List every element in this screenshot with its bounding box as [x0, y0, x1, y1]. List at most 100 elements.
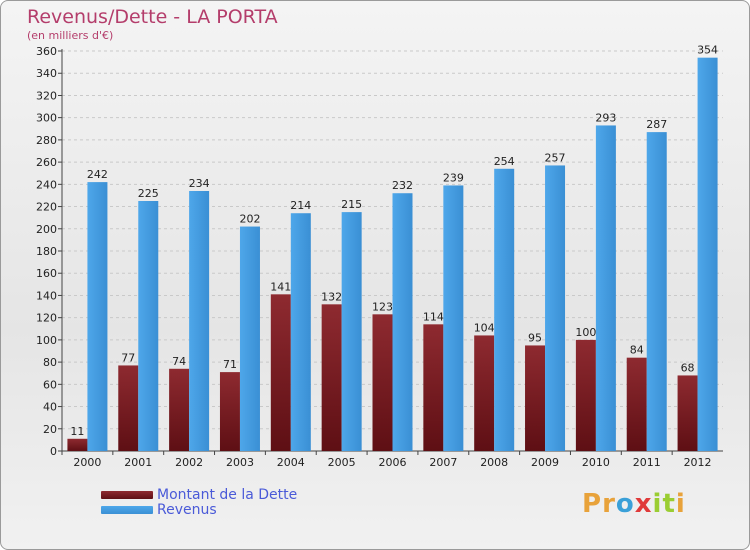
y-tick-label: 200 — [36, 223, 57, 236]
data-label-revenus: 239 — [443, 171, 464, 184]
legend-swatch-revenus — [101, 505, 153, 514]
x-tick-label: 2007 — [429, 456, 457, 469]
data-label-dette: 114 — [423, 310, 444, 323]
x-tick-label: 2011 — [633, 456, 661, 469]
logo-letter: x — [634, 489, 653, 519]
bar-revenus — [341, 212, 362, 451]
bar-dette — [169, 368, 190, 451]
data-label-dette: 11 — [70, 425, 84, 438]
x-tick-label: 2012 — [684, 456, 712, 469]
logo-letter: r — [602, 489, 616, 519]
data-label-revenus: 215 — [341, 198, 362, 211]
bar-revenus — [239, 226, 260, 451]
x-tick-label: 2008 — [480, 456, 508, 469]
proxiti-logo: Proxiti — [582, 489, 686, 519]
y-tick-label: 140 — [36, 289, 57, 302]
logo-letter: i — [675, 489, 686, 519]
bar-revenus — [545, 165, 566, 451]
data-label-dette: 132 — [321, 290, 342, 303]
data-label-revenus: 214 — [290, 199, 311, 212]
logo-letter: t — [662, 489, 676, 519]
x-tick-label: 2004 — [277, 456, 305, 469]
y-tick-label: 320 — [36, 89, 57, 102]
bar-revenus — [87, 182, 108, 451]
x-tick-label: 2003 — [226, 456, 254, 469]
bars — [67, 57, 718, 452]
labels: 0 20 40 60 80 100 120 140 160 180 200 220 240 260 280 3… — [36, 44, 718, 469]
bar-dette — [372, 314, 393, 451]
y-tick-label: 260 — [36, 156, 57, 169]
data-label-dette: 123 — [372, 300, 393, 313]
bar-dette — [423, 324, 444, 451]
x-tick-label: 2010 — [582, 456, 610, 469]
bar-dette — [67, 438, 88, 451]
y-tick-label: 220 — [36, 201, 57, 214]
data-label-dette: 141 — [270, 280, 291, 293]
data-label-revenus: 202 — [239, 213, 260, 226]
bar-dette — [677, 375, 698, 451]
x-tick-label: 2002 — [175, 456, 203, 469]
y-tick-label: 300 — [36, 112, 57, 125]
data-label-revenus: 225 — [138, 187, 159, 200]
data-label-revenus: 293 — [595, 111, 616, 124]
data-label-revenus: 287 — [646, 118, 667, 131]
bar-revenus — [138, 201, 159, 451]
bar-revenus — [189, 191, 210, 451]
y-tick-label: 80 — [43, 356, 57, 369]
chart-subtitle: (en milliers d'€) — [27, 29, 114, 42]
logo-letter: o — [615, 489, 635, 519]
bar-dette — [321, 304, 342, 451]
bar-dette — [219, 372, 240, 451]
data-label-dette: 104 — [474, 321, 495, 334]
x-tick-label: 2001 — [124, 456, 152, 469]
x-tick-label: 2006 — [379, 456, 407, 469]
bar-dette — [474, 335, 495, 451]
data-label-revenus: 254 — [494, 155, 515, 168]
y-tick-label: 120 — [36, 312, 57, 325]
data-label-revenus: 234 — [189, 177, 210, 190]
legend-item-dette: Montant de la Dette — [101, 486, 298, 503]
data-label-dette: 84 — [630, 344, 644, 357]
logo-letter: P — [582, 489, 603, 519]
data-label-dette: 100 — [575, 326, 596, 339]
legend: Montant de la Dette Revenus — [101, 486, 298, 518]
bar-revenus — [595, 125, 616, 451]
bar-revenus — [392, 193, 413, 451]
data-label-dette: 71 — [223, 358, 237, 371]
bar-revenus — [697, 57, 718, 452]
data-label-revenus: 242 — [87, 168, 108, 181]
x-tick-label: 2005 — [328, 456, 356, 469]
bar-dette — [575, 339, 596, 451]
y-tick-label: 0 — [50, 445, 57, 458]
bar-revenus — [443, 185, 464, 451]
y-tick-label: 280 — [36, 134, 57, 147]
bar-revenus — [646, 132, 667, 451]
y-tick-label: 20 — [43, 423, 57, 436]
bar-dette — [626, 357, 647, 451]
data-label-revenus: 232 — [392, 179, 413, 192]
legend-item-revenus: Revenus — [101, 502, 297, 518]
logo-letter: i — [652, 489, 663, 519]
y-tick-label: 240 — [36, 178, 57, 191]
data-label-dette: 95 — [528, 331, 542, 344]
data-label-revenus: 354 — [697, 44, 718, 57]
bar-dette — [118, 365, 139, 451]
y-tick-label: 180 — [36, 245, 57, 258]
y-tick-label: 40 — [43, 401, 57, 414]
x-tick-label: 2000 — [73, 456, 101, 469]
y-tick-label: 60 — [43, 378, 57, 391]
data-label-dette: 74 — [172, 355, 186, 368]
data-label-dette: 68 — [681, 361, 695, 374]
bar-revenus — [494, 168, 515, 451]
data-label-revenus: 257 — [545, 151, 566, 164]
data-label-dette: 77 — [121, 351, 135, 364]
y-tick-label: 360 — [36, 45, 57, 58]
x-tick-label: 2009 — [531, 456, 559, 469]
bar-revenus — [290, 213, 311, 451]
y-tick-label: 100 — [36, 334, 57, 347]
y-tick-label: 340 — [36, 67, 57, 80]
legend-label-dette: Montant de la Dette — [157, 486, 298, 503]
legend-swatch-dette — [101, 490, 153, 499]
